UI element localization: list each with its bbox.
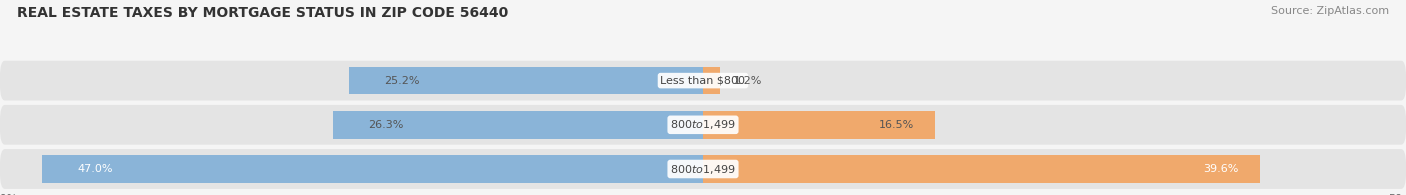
Text: $800 to $1,499: $800 to $1,499 (671, 118, 735, 131)
Text: REAL ESTATE TAXES BY MORTGAGE STATUS IN ZIP CODE 56440: REAL ESTATE TAXES BY MORTGAGE STATUS IN … (17, 6, 508, 20)
Text: Less than $800: Less than $800 (661, 76, 745, 86)
Bar (333, 111, 703, 138)
Text: 25.2%: 25.2% (384, 76, 419, 86)
Bar (42, 155, 703, 183)
Text: 39.6%: 39.6% (1204, 164, 1239, 174)
Bar (703, 155, 1260, 183)
FancyBboxPatch shape (0, 149, 1406, 189)
Bar (703, 67, 720, 94)
Text: 1.2%: 1.2% (734, 76, 762, 86)
Text: $800 to $1,499: $800 to $1,499 (671, 162, 735, 176)
Text: Source: ZipAtlas.com: Source: ZipAtlas.com (1271, 6, 1389, 16)
Bar (703, 111, 935, 138)
Text: 26.3%: 26.3% (368, 120, 404, 130)
FancyBboxPatch shape (0, 105, 1406, 145)
Text: 16.5%: 16.5% (879, 120, 914, 130)
Text: 47.0%: 47.0% (77, 164, 112, 174)
Bar (349, 67, 703, 94)
FancyBboxPatch shape (0, 61, 1406, 100)
